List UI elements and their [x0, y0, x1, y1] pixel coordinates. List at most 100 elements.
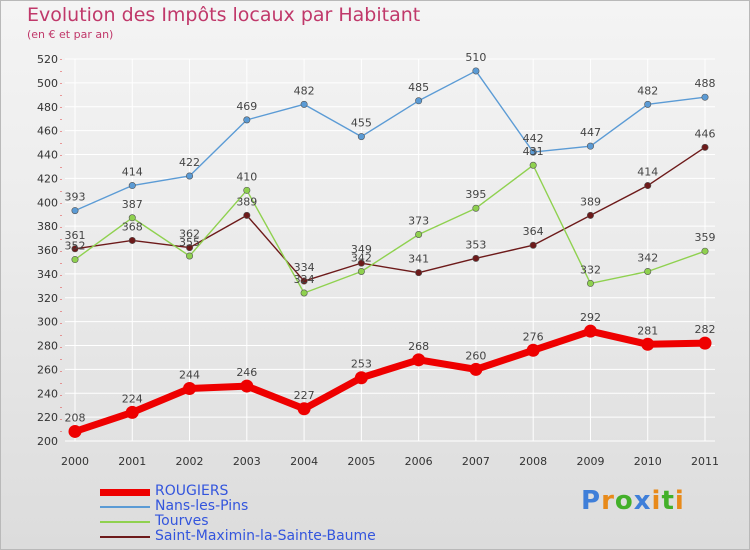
- data-label: 422: [179, 156, 200, 169]
- data-label: 368: [122, 220, 143, 233]
- data-label: 276: [523, 330, 544, 343]
- chart-subtitle: (en € et par an): [27, 28, 114, 41]
- data-point: [701, 247, 709, 255]
- legend-label: Nans-les-Pins: [155, 498, 249, 514]
- data-point: [128, 214, 136, 222]
- data-point: [128, 182, 136, 190]
- data-label: 227: [294, 389, 315, 402]
- series-line: [73, 327, 706, 435]
- data-point: [641, 337, 655, 351]
- data-label: 482: [637, 84, 658, 97]
- x-tick-label: 2000: [61, 455, 89, 468]
- chart-title: Evolution des Impôts locaux par Habitant: [27, 4, 421, 26]
- data-point: [529, 241, 537, 249]
- data-point: [300, 289, 308, 297]
- data-point: [583, 324, 597, 338]
- data-point: [243, 211, 251, 219]
- data-point: [586, 211, 594, 219]
- data-label: 324: [294, 273, 315, 286]
- data-label: 359: [695, 231, 716, 244]
- data-point: [529, 161, 537, 169]
- data-point: [526, 343, 540, 357]
- data-label: 349: [351, 243, 372, 256]
- data-label: 395: [465, 188, 486, 201]
- data-point: [415, 269, 423, 277]
- x-tick-label: 2008: [519, 455, 547, 468]
- data-point: [644, 267, 652, 275]
- data-point: [300, 277, 308, 285]
- data-point: [415, 230, 423, 238]
- y-tick-label: 260: [37, 363, 58, 376]
- data-point: [529, 148, 537, 156]
- data-label: 469: [236, 100, 257, 113]
- data-label: 364: [523, 225, 544, 238]
- data-label: 334: [294, 261, 315, 274]
- x-tick-label: 2011: [691, 455, 719, 468]
- legend-swatch: [100, 506, 150, 508]
- data-label: 224: [122, 392, 143, 405]
- logo-letter: o: [614, 486, 634, 516]
- y-tick-label: 340: [37, 268, 58, 281]
- data-point: [71, 256, 79, 264]
- data-point: [186, 244, 194, 252]
- data-point: [71, 207, 79, 215]
- data-point: [125, 405, 139, 419]
- data-label: 342: [351, 251, 372, 264]
- data-point: [128, 236, 136, 244]
- data-label: 482: [294, 84, 315, 97]
- data-point: [644, 182, 652, 190]
- logo-letter: i: [651, 486, 662, 516]
- data-label: 431: [523, 145, 544, 158]
- y-tick-label: 320: [37, 292, 58, 305]
- data-label: 332: [580, 263, 601, 276]
- data-label: 488: [695, 77, 716, 90]
- data-label: 268: [408, 340, 429, 353]
- data-point: [472, 254, 480, 262]
- data-label: 410: [236, 170, 257, 183]
- data-label: 447: [580, 126, 601, 139]
- data-point: [698, 336, 712, 350]
- data-point: [586, 142, 594, 150]
- logo-letter: i: [674, 486, 685, 516]
- y-tick-label: 300: [37, 316, 58, 329]
- x-tick-label: 2010: [634, 455, 662, 468]
- x-tick-label: 2005: [347, 455, 375, 468]
- data-label: 389: [580, 195, 601, 208]
- series-line: [74, 70, 706, 212]
- series-line: [74, 164, 706, 294]
- series-line: [74, 146, 706, 282]
- x-tick-label: 2009: [576, 455, 604, 468]
- x-tick-label: 2003: [233, 455, 261, 468]
- data-point: [357, 259, 365, 267]
- data-point: [469, 362, 483, 376]
- data-label: 485: [408, 81, 429, 94]
- logo-letter: r: [601, 486, 615, 516]
- data-labels: 361 368 362 389 334 349 341 353 364 389 414 446 352 3…: [65, 51, 716, 425]
- y-tick-label: 420: [37, 172, 58, 185]
- legend-label: ROUGIERS: [155, 483, 229, 499]
- data-point: [297, 402, 311, 416]
- legend-swatch: [100, 536, 150, 538]
- data-label: 387: [122, 198, 143, 211]
- legend-label: Saint-Maximin-la-Sainte-Baume: [155, 528, 376, 544]
- data-label: 246: [236, 366, 257, 379]
- data-point: [186, 252, 194, 260]
- data-label: 341: [408, 253, 429, 266]
- data-label: 414: [122, 166, 143, 179]
- data-label: 281: [637, 324, 658, 337]
- series-lines: [68, 67, 712, 438]
- data-point: [701, 143, 709, 151]
- axes: 200 220 240 260 280 300 320 340 360 380 400 420 440 4…: [37, 53, 719, 468]
- data-point: [701, 93, 709, 101]
- y-tick-label: 380: [37, 220, 58, 233]
- data-point: [243, 116, 251, 124]
- data-point: [240, 379, 254, 393]
- data-label: 393: [65, 191, 86, 204]
- y-tick-label: 460: [37, 125, 58, 138]
- legend-label: Tourves: [155, 513, 209, 529]
- data-point: [412, 353, 426, 367]
- y-tick-label: 440: [37, 149, 58, 162]
- data-label: 361: [65, 229, 86, 242]
